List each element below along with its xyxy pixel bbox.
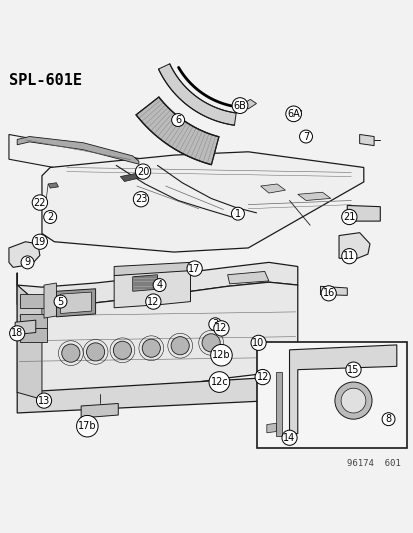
Text: 8: 8 — [385, 414, 391, 424]
Text: 7: 7 — [302, 132, 309, 142]
FancyBboxPatch shape — [21, 314, 47, 328]
Circle shape — [62, 344, 80, 362]
FancyBboxPatch shape — [256, 342, 406, 448]
Polygon shape — [338, 233, 369, 259]
Circle shape — [171, 337, 189, 355]
Polygon shape — [17, 282, 297, 399]
Text: 12c: 12c — [210, 377, 228, 387]
Polygon shape — [17, 376, 297, 413]
Polygon shape — [320, 286, 347, 295]
Circle shape — [340, 388, 365, 413]
Text: 19: 19 — [34, 237, 46, 247]
Polygon shape — [266, 423, 275, 433]
Text: 10: 10 — [252, 338, 264, 348]
Polygon shape — [56, 289, 95, 317]
Polygon shape — [81, 403, 118, 418]
Circle shape — [202, 334, 220, 352]
Text: 11: 11 — [342, 251, 355, 261]
FancyBboxPatch shape — [21, 294, 47, 308]
Polygon shape — [17, 285, 42, 399]
Circle shape — [113, 341, 131, 359]
Polygon shape — [114, 262, 190, 276]
Polygon shape — [347, 205, 380, 221]
FancyBboxPatch shape — [21, 328, 47, 342]
Text: 12b: 12b — [211, 350, 230, 360]
Text: 6A: 6A — [287, 109, 299, 119]
Polygon shape — [17, 262, 297, 307]
Circle shape — [86, 343, 104, 361]
Polygon shape — [17, 136, 139, 164]
Text: 6B: 6B — [233, 101, 246, 110]
Polygon shape — [260, 184, 285, 193]
Text: 15: 15 — [347, 365, 359, 375]
Polygon shape — [42, 152, 363, 252]
Polygon shape — [114, 271, 190, 308]
Polygon shape — [158, 64, 236, 125]
Text: 17b: 17b — [78, 421, 96, 431]
Text: 17: 17 — [188, 263, 200, 273]
Text: 96174  601: 96174 601 — [347, 459, 400, 468]
Polygon shape — [133, 274, 157, 291]
Circle shape — [334, 382, 371, 419]
Text: 14: 14 — [283, 433, 295, 443]
Polygon shape — [9, 134, 147, 185]
Text: 6: 6 — [175, 115, 181, 125]
Text: 3: 3 — [212, 319, 218, 329]
Text: 21: 21 — [342, 212, 355, 222]
Polygon shape — [289, 345, 396, 434]
Text: 18: 18 — [11, 328, 23, 338]
Polygon shape — [297, 192, 330, 200]
Text: 9: 9 — [24, 257, 31, 268]
Text: 20: 20 — [137, 167, 149, 176]
Polygon shape — [287, 107, 301, 116]
Text: 13: 13 — [38, 395, 50, 406]
Text: 12: 12 — [147, 296, 159, 306]
Polygon shape — [275, 372, 281, 435]
Polygon shape — [15, 320, 36, 335]
Polygon shape — [48, 183, 58, 188]
Polygon shape — [44, 283, 56, 318]
Polygon shape — [136, 97, 218, 165]
Text: 2: 2 — [47, 212, 53, 222]
Polygon shape — [359, 134, 373, 146]
Polygon shape — [120, 172, 149, 182]
Polygon shape — [242, 99, 256, 109]
Text: 4: 4 — [156, 280, 162, 290]
Text: 5: 5 — [57, 296, 64, 306]
Text: 16: 16 — [322, 288, 334, 298]
Text: 23: 23 — [135, 194, 147, 204]
Text: 22: 22 — [33, 198, 46, 207]
Polygon shape — [9, 242, 40, 268]
Polygon shape — [60, 292, 91, 313]
Circle shape — [142, 339, 160, 357]
Text: SPL-601E: SPL-601E — [9, 72, 82, 87]
Text: 12: 12 — [256, 372, 268, 382]
Text: 1: 1 — [234, 209, 240, 219]
Text: 12: 12 — [215, 324, 227, 334]
Polygon shape — [227, 271, 268, 284]
